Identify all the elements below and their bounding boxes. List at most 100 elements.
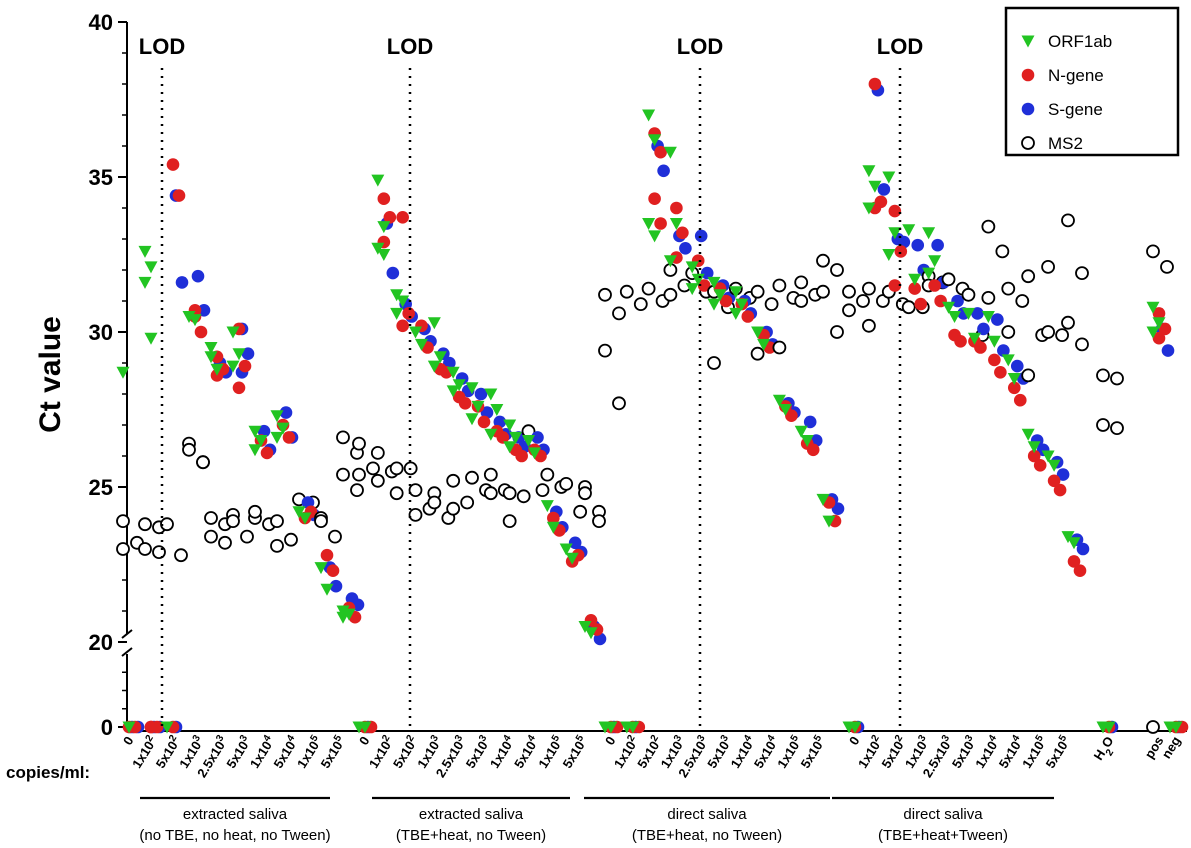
lod-label: LOD	[139, 34, 185, 59]
ms2-point	[314, 514, 328, 528]
n-gene-point	[166, 158, 180, 171]
y-tick-label: 25	[89, 475, 113, 500]
s-gene-point	[997, 344, 1010, 357]
n-gene-point	[988, 353, 1001, 367]
ms2-point	[116, 542, 130, 556]
legend-entry: N-gene	[1048, 66, 1104, 85]
orf1ab-point	[484, 428, 498, 441]
legend-entry: MS2	[1048, 134, 1083, 153]
orf1ab-point	[862, 165, 876, 178]
x-category-label: 5x105	[796, 732, 828, 770]
ms2-point	[182, 442, 196, 457]
orf1ab-point	[503, 419, 517, 432]
orf1ab-point	[942, 301, 956, 314]
s-gene-point	[803, 415, 817, 429]
s-gene-point	[679, 242, 692, 255]
ms2-point	[856, 294, 870, 308]
orf1ab-point	[922, 227, 936, 240]
group-sublabel: (TBE+heat+Tween)	[878, 827, 1008, 844]
orf1ab-point	[433, 351, 447, 364]
ms2-point	[427, 495, 442, 510]
orf1ab-point	[248, 425, 262, 438]
n-gene-point	[402, 307, 415, 320]
n-gene-point	[719, 294, 733, 308]
orf1ab-point	[336, 611, 350, 624]
ms2-point	[535, 483, 550, 498]
orf1ab-point	[751, 326, 765, 339]
ms2-point	[116, 514, 130, 528]
orf1ab-point	[270, 431, 284, 444]
orf1ab-point	[465, 413, 479, 426]
ms2-point	[981, 290, 996, 305]
x-category-label: 0	[846, 734, 863, 748]
ms2-point	[1041, 325, 1055, 339]
orf1ab-point	[578, 621, 592, 633]
orf1ab-point	[188, 314, 202, 327]
legend-entry: ORF1ab	[1048, 32, 1112, 51]
x-category-label: 5x105	[1041, 732, 1073, 770]
orf1ab-point	[648, 134, 662, 147]
orf1ab-point	[1102, 721, 1116, 734]
n-gene-point	[888, 204, 902, 218]
ms2-point	[612, 306, 626, 321]
orf1ab-point	[626, 721, 640, 734]
n-gene-point	[676, 226, 689, 240]
s-gene-point	[329, 579, 343, 593]
n-gene-point	[547, 511, 560, 525]
orf1ab-point	[967, 332, 981, 345]
n-gene-point	[654, 217, 667, 230]
ms2-point	[1041, 259, 1055, 274]
ms2-point	[248, 504, 262, 519]
ms2-point	[465, 470, 479, 485]
orf1ab-point	[1001, 354, 1015, 367]
n-gene-point	[1067, 555, 1081, 568]
group-sublabel: (no TBE, no heat, no Tween)	[139, 827, 330, 844]
s-gene-point	[971, 307, 984, 320]
ms2-point	[218, 535, 232, 550]
orf1ab-point	[371, 242, 385, 255]
orf1ab-point	[204, 342, 218, 354]
orf1ab-point	[484, 388, 498, 401]
group-label: direct saliva	[903, 806, 983, 823]
ms2-point	[1075, 337, 1089, 352]
ms2-point	[240, 529, 254, 544]
ms2-point	[350, 483, 364, 498]
n-gene-point	[1053, 483, 1067, 497]
orf1ab-point	[707, 276, 721, 289]
ms2-point	[862, 318, 876, 333]
n-gene-point	[326, 564, 340, 577]
ms2-point	[138, 517, 152, 532]
orf1ab-point	[144, 332, 158, 345]
n-gene-point	[320, 548, 334, 562]
s-gene-point	[386, 266, 400, 280]
orf1ab-point	[320, 583, 334, 596]
n-gene-point	[396, 211, 409, 224]
orf1ab-point	[729, 286, 743, 299]
ms2-point	[270, 514, 284, 528]
ms2-point	[1021, 269, 1036, 284]
orf1ab-point	[276, 422, 290, 435]
orf1ab-point	[1146, 326, 1160, 339]
s-gene-point	[1021, 102, 1035, 116]
x-category-label: 0	[356, 734, 373, 748]
ms2-point	[764, 297, 779, 312]
orf1ab-point	[735, 298, 749, 311]
orf1ab-point	[336, 605, 350, 618]
ms2-point	[540, 467, 555, 482]
s-gene-point	[700, 266, 714, 280]
orf1ab-point	[707, 298, 721, 311]
orf1ab-point	[540, 500, 554, 513]
orf1ab-point	[848, 721, 862, 734]
orf1ab-point	[210, 363, 224, 376]
orf1ab-point	[559, 543, 573, 556]
orf1ab-point	[471, 400, 485, 413]
y-tick-label: 30	[89, 320, 113, 345]
orf1ab-point	[358, 721, 372, 734]
n-gene-point	[954, 335, 967, 348]
orf1ab-point	[794, 425, 808, 438]
ms2-point	[389, 486, 404, 501]
orf1ab-point	[292, 506, 306, 519]
ms2-point	[502, 486, 517, 501]
group-label: extracted saliva	[419, 806, 524, 823]
